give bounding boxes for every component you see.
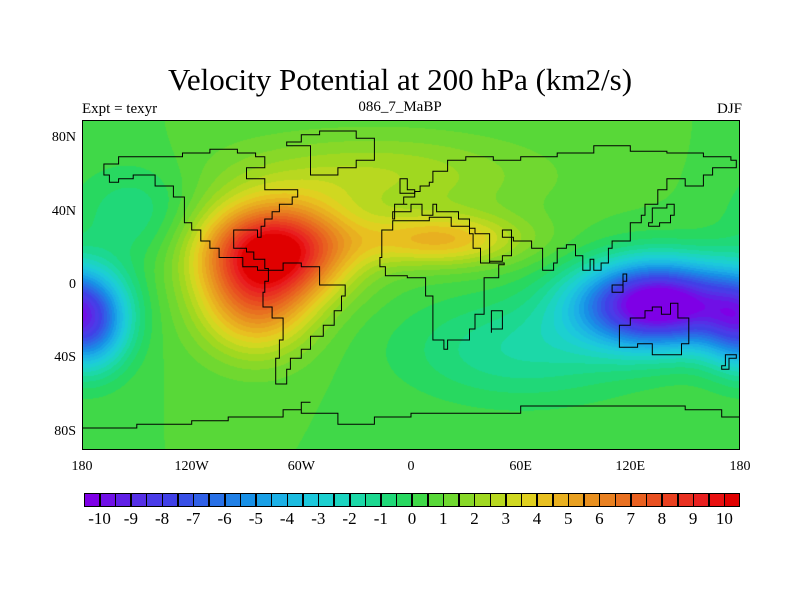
labelbar-box (427, 493, 444, 507)
labelbar-box (536, 493, 554, 507)
labelbar-box (412, 493, 429, 507)
labelbar-box (458, 493, 475, 507)
labelbar-box (677, 493, 694, 507)
labelbar-box (302, 493, 319, 507)
y-tick-label: 40N (51, 203, 76, 219)
labelbar-box (646, 493, 663, 507)
labelbar-label: -3 (311, 509, 326, 528)
labelbar-label: -6 (217, 509, 232, 528)
labelbar-box (583, 493, 600, 507)
labelbar-label: 7 (626, 509, 635, 528)
labelbar-box (365, 493, 382, 507)
australia-coast (618, 302, 690, 356)
borneo-coast (611, 273, 628, 293)
labelbar-box (505, 493, 522, 507)
contour-field (82, 120, 740, 450)
africa-coast (379, 216, 505, 350)
y-tick-label: 80N (51, 130, 76, 146)
labelbar-box (193, 493, 210, 507)
labelbar-box (99, 493, 116, 507)
labelbar-box (615, 493, 632, 507)
y-tick-label: 40S (54, 350, 76, 366)
labelbar-box (490, 493, 507, 507)
labelbar-box (396, 493, 413, 507)
greenland-coast (286, 130, 375, 176)
labelbar-box (130, 493, 147, 507)
labelbar-label: 8 (657, 509, 667, 528)
labelbar-label: 2 (470, 509, 479, 528)
labelbar-box (708, 493, 725, 507)
labelbar-box (521, 493, 538, 507)
labelbar-label: 1 (438, 509, 448, 528)
x-tick-label: 180 (729, 459, 751, 474)
labelbar-label: -5 (248, 509, 263, 528)
labelbar-box (724, 493, 741, 507)
labelbar-label: 6 (595, 509, 604, 528)
north-america-coast (103, 148, 299, 271)
labelbar-box (693, 493, 710, 507)
uk-coast (399, 178, 416, 194)
labelbar-label: -7 (186, 509, 201, 528)
coastline-overlay (82, 130, 740, 450)
season-label: DJF (716, 101, 742, 117)
labelbar-box (287, 493, 304, 507)
labelbar-box (568, 493, 585, 507)
labelbar-label: 5 (563, 509, 573, 528)
labelbar-box (271, 493, 288, 507)
labelbar-box (318, 493, 335, 507)
labelbar-label: -8 (155, 509, 170, 528)
labelbar-label: -4 (279, 509, 295, 528)
labelbar-box (349, 493, 366, 507)
labelbar-box (380, 493, 397, 507)
labelbar-label: -1 (373, 509, 388, 528)
x-tick-label: 180 (71, 459, 93, 474)
labelbar-label: 4 (532, 509, 542, 528)
labelbar-box (333, 493, 350, 507)
labelbar-box (84, 493, 101, 507)
labelbar-box (208, 493, 226, 507)
labelbar-box (146, 493, 163, 507)
plot-title: Velocity Potential at 200 hPa (km2/s) (167, 62, 633, 97)
labelbar-box (255, 493, 272, 507)
new-zealand-coast (721, 354, 737, 370)
x-tick-label: 120W (174, 459, 209, 474)
labelbar-box (474, 493, 491, 507)
x-tick-label: 60E (509, 459, 532, 474)
labelbar-box (162, 493, 179, 507)
case-label: 086_7_MaBP (358, 99, 442, 115)
velocity-potential-map (82, 120, 740, 450)
labelbar-box (630, 493, 647, 507)
labelbar-box (552, 493, 569, 507)
labelbar-label: 9 (688, 509, 698, 528)
x-tick-label: 0 (407, 459, 415, 474)
y-tick-label: 0 (69, 277, 76, 292)
antarctica-coast (82, 401, 740, 450)
south-america-coast (262, 262, 346, 385)
labelbar-box (177, 493, 194, 507)
eurasia-coast (392, 145, 737, 271)
labelbar-box (599, 493, 616, 507)
experiment-label: Expt = texyr (82, 101, 158, 117)
labelbar-label: 0 (407, 509, 417, 528)
labelbar-label: -10 (88, 509, 111, 528)
madagascar-coast (490, 310, 503, 333)
color-labelbar (84, 493, 741, 509)
labelbar-box (661, 493, 678, 507)
labelbar-label: -9 (123, 509, 138, 528)
labelbar-label: -2 (342, 509, 357, 528)
japan-coast (648, 203, 675, 227)
x-tick-label: 60W (287, 459, 315, 474)
labelbar-box (115, 493, 132, 507)
labelbar-box (443, 493, 460, 507)
y-tick-label: 80S (54, 423, 76, 439)
labelbar-box (240, 493, 257, 507)
labelbar-box (224, 493, 241, 507)
x-tick-label: 120E (615, 459, 646, 474)
labelbar-label: 3 (501, 509, 510, 528)
labelbar-label: 10 (715, 509, 733, 528)
